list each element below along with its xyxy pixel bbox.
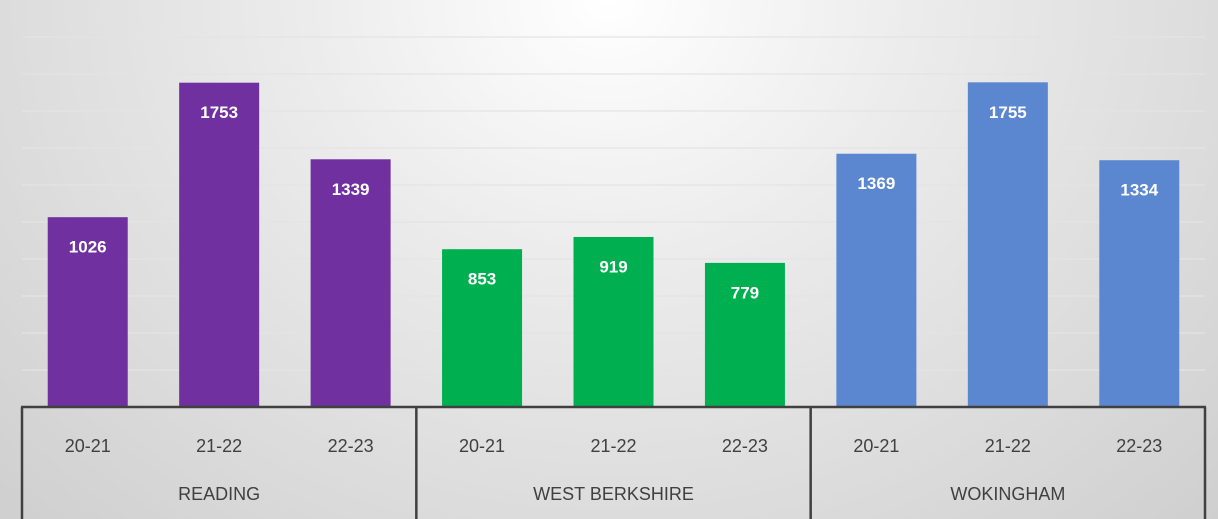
x-tick-label: 21-22 xyxy=(985,436,1031,456)
bar xyxy=(442,249,523,407)
group-label: READING xyxy=(178,484,260,504)
bar xyxy=(179,82,260,407)
bar xyxy=(704,262,785,407)
x-tick-label: 20-21 xyxy=(459,436,505,456)
bar xyxy=(1099,160,1180,407)
x-tick-label: 20-21 xyxy=(65,436,111,456)
bar xyxy=(47,217,128,407)
value-label: 1334 xyxy=(1120,181,1158,200)
bar xyxy=(967,82,1048,407)
bar xyxy=(573,236,654,407)
x-tick-label: 22-23 xyxy=(722,436,768,456)
bar xyxy=(310,159,391,407)
bar xyxy=(836,153,917,407)
value-label: 853 xyxy=(468,270,496,289)
x-tick-label: 20-21 xyxy=(853,436,899,456)
x-tick-label: 21-22 xyxy=(590,436,636,456)
value-label: 1369 xyxy=(857,174,895,193)
value-label: 919 xyxy=(599,257,627,276)
x-tick-label: 22-23 xyxy=(1116,436,1162,456)
value-label: 1753 xyxy=(200,103,238,122)
group-label: WEST BERKSHIRE xyxy=(533,484,694,504)
value-label: 779 xyxy=(731,283,759,302)
value-label: 1755 xyxy=(989,103,1027,122)
value-label: 1026 xyxy=(69,238,107,257)
x-tick-label: 21-22 xyxy=(196,436,242,456)
group-label: WOKINGHAM xyxy=(950,484,1065,504)
x-tick-label: 22-23 xyxy=(328,436,374,456)
value-label: 1339 xyxy=(332,180,370,199)
